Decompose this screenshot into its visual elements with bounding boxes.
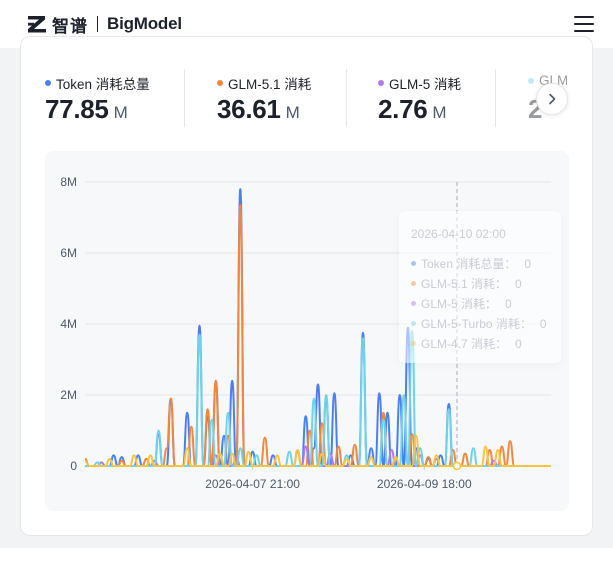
tooltip-value: 0 xyxy=(505,296,512,311)
stat-divider xyxy=(495,69,496,127)
y-tick-label: 8M xyxy=(60,175,77,189)
stat-divider xyxy=(184,69,185,127)
hover-point xyxy=(452,461,462,471)
page-footer-strip xyxy=(0,548,613,563)
series-dot-icon xyxy=(411,341,416,346)
tooltip-value: 0 xyxy=(539,316,547,331)
stat-value: 2.76 xyxy=(378,94,428,124)
y-tick-label: 0 xyxy=(70,459,77,473)
usage-chart[interactable]: 8M 6M 4M 2M 0 2026-04-07 21:00 2026-04-09 18:0… xyxy=(45,151,569,511)
stat-glm5: GLM-5 消耗 2.76 M xyxy=(378,65,498,127)
tooltip-value: 0 xyxy=(515,336,522,351)
stats-row: Token 消耗总量 77.85 M GLM-5.1 消耗 36.61 M GLM-… xyxy=(21,65,567,135)
tooltip-value: 0 xyxy=(524,256,532,271)
y-tick-label: 6M xyxy=(60,246,77,260)
tooltip-row: GLM-5.1 消耗： 0 xyxy=(411,275,522,292)
tooltip-label: GLM-5-Turbo 消耗： xyxy=(421,317,532,331)
stat-value: 36.61 xyxy=(217,94,281,124)
stat-unit: M xyxy=(432,103,447,122)
stat-glm51: GLM-5.1 消耗 36.61 M xyxy=(217,65,357,127)
series-dot-icon xyxy=(528,77,534,84)
stat-unit: M xyxy=(285,103,300,122)
brand-name-en: BigModel xyxy=(107,14,182,33)
tooltip-label: Token 消耗总量： xyxy=(421,257,517,271)
brand-logo[interactable]: 智谱 BigModel xyxy=(27,13,182,37)
usage-card: Token 消耗总量 77.85 M GLM-5.1 消耗 36.61 M GLM-… xyxy=(20,36,593,536)
stat-divider xyxy=(346,69,347,127)
stat-label: Token 消耗总量 xyxy=(56,77,150,92)
tooltip-row: GLM-5-Turbo 消耗： 0 xyxy=(411,315,547,332)
y-tick-label: 4M xyxy=(60,317,77,331)
series-dot-icon xyxy=(411,261,416,266)
tooltip-label: GLM-4.7 消耗： xyxy=(421,337,508,351)
zhipu-logo-icon xyxy=(28,16,46,33)
tooltip-row: Token 消耗总量： 0 xyxy=(411,255,531,272)
chevron-right-icon xyxy=(549,93,556,105)
series-dot-icon xyxy=(411,301,416,306)
x-tick-label: 2026-04-09 18:00 xyxy=(377,477,472,491)
series-dot-icon xyxy=(378,80,384,86)
brand-name-cn: 智谱 xyxy=(52,16,88,37)
stat-unit: M xyxy=(113,103,128,122)
stat-label: GLM-5 消耗 xyxy=(389,77,462,92)
hamburger-menu-icon[interactable] xyxy=(574,15,594,33)
series-dot-icon xyxy=(217,80,223,86)
brand-divider xyxy=(97,16,98,32)
series-line xyxy=(84,434,551,467)
tooltip-time: 2026-04-10 02:00 xyxy=(411,227,506,241)
stat-token-total: Token 消耗总量 77.85 M xyxy=(45,65,195,127)
tooltip-label: GLM-5 消耗： xyxy=(421,297,498,311)
tooltip-row: GLM-4.7 消耗： 0 xyxy=(411,335,522,352)
tooltip-row: GLM-5 消耗： 0 xyxy=(411,295,512,312)
series-dot-icon xyxy=(411,281,416,286)
y-tick-label: 2M xyxy=(60,388,77,402)
x-tick-label: 2026-04-07 21:00 xyxy=(205,477,300,491)
series-dot-icon xyxy=(411,321,416,326)
series-dot-icon xyxy=(45,80,51,86)
stat-label: GLM-5.1 消耗 xyxy=(228,77,312,92)
stat-value: 77.85 xyxy=(45,94,109,124)
tooltip-value: 0 xyxy=(515,276,522,291)
stats-next-button[interactable] xyxy=(536,83,568,115)
chart-tooltip: 2026-04-10 02:00 Token 消耗总量： 0 GLM-5.1 消… xyxy=(399,211,561,363)
tooltip-label: GLM-5.1 消耗： xyxy=(421,277,508,291)
